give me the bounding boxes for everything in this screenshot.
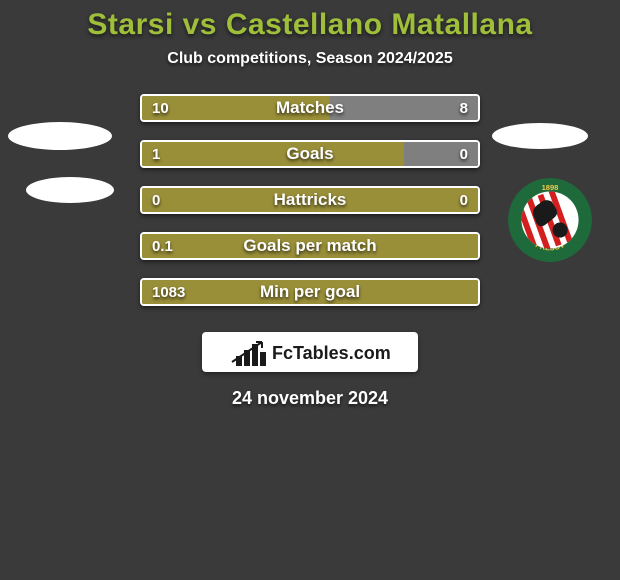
stat-row: Hattricks00	[0, 180, 620, 226]
subtitle: Club competitions, Season 2024/2025	[0, 50, 620, 68]
comparison-stage: 1898 1.FC TATRAN PREŠOV Matches108Goals1…	[0, 88, 620, 318]
stat-bar: Goals per match0.1	[140, 232, 480, 260]
stat-bar-left	[142, 280, 478, 304]
stat-bar: Goals10	[140, 140, 480, 168]
stat-bar-left	[142, 234, 478, 258]
page-title: Starsi vs Castellano Matallana	[0, 0, 620, 42]
stat-bar: Matches108	[140, 94, 480, 122]
stat-bar-left	[142, 96, 330, 120]
stat-row: Min per goal1083	[0, 272, 620, 318]
stat-row: Goals per match0.1	[0, 226, 620, 272]
fctables-badge: FcTables.com	[202, 332, 418, 372]
svg-text:FcTables.com: FcTables.com	[272, 343, 391, 363]
stat-bar-left	[142, 188, 478, 212]
date-label: 24 november 2024	[0, 388, 620, 409]
stat-bar-left	[142, 142, 404, 166]
stat-bar-right	[404, 142, 478, 166]
stat-bar: Min per goal1083	[140, 278, 480, 306]
stat-bar-right	[330, 96, 478, 120]
stat-row: Goals10	[0, 134, 620, 180]
stat-bar: Hattricks00	[140, 186, 480, 214]
stat-row: Matches108	[0, 88, 620, 134]
stat-rows: Matches108 Goals10 Hattricks00 Goals per ma…	[0, 88, 620, 318]
